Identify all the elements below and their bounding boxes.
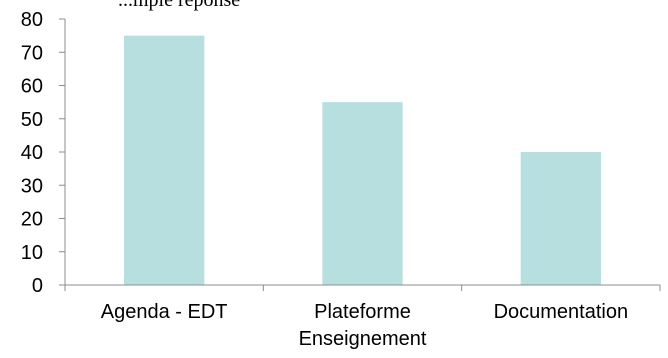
y-tick-label: 0 [32, 275, 43, 297]
y-tick-label: 30 [21, 175, 43, 197]
bar [124, 35, 205, 285]
bar [322, 102, 403, 285]
y-tick-label: 40 [21, 142, 43, 164]
y-tick-label: 20 [21, 209, 43, 231]
x-tick-label: Agenda - EDT [101, 301, 228, 323]
bar [520, 152, 601, 285]
y-tick-label: 80 [21, 9, 43, 31]
y-axis: 0 10 20 30 40 50 60 70 80 [21, 9, 66, 297]
bars [124, 35, 601, 285]
x-tick-label: Plateforme Enseignement [299, 301, 427, 350]
x-tick-label: Documentation [494, 301, 629, 323]
y-tick-label: 10 [21, 242, 43, 264]
x-axis: Agenda - EDT Plateforme Enseignement Docume… [59, 284, 661, 350]
x-tick-label-line: Enseignement [299, 328, 427, 350]
y-tick-label: 50 [21, 109, 43, 131]
y-tick-label: 60 [21, 76, 43, 98]
y-tick-label: 70 [21, 42, 43, 64]
x-tick-label-line: Agenda - EDT [101, 301, 228, 323]
x-tick-label-line: Documentation [494, 301, 629, 323]
clipped-header-text: ...mple réponse [118, 0, 241, 11]
x-tick-label-line: Plateforme [314, 301, 411, 323]
